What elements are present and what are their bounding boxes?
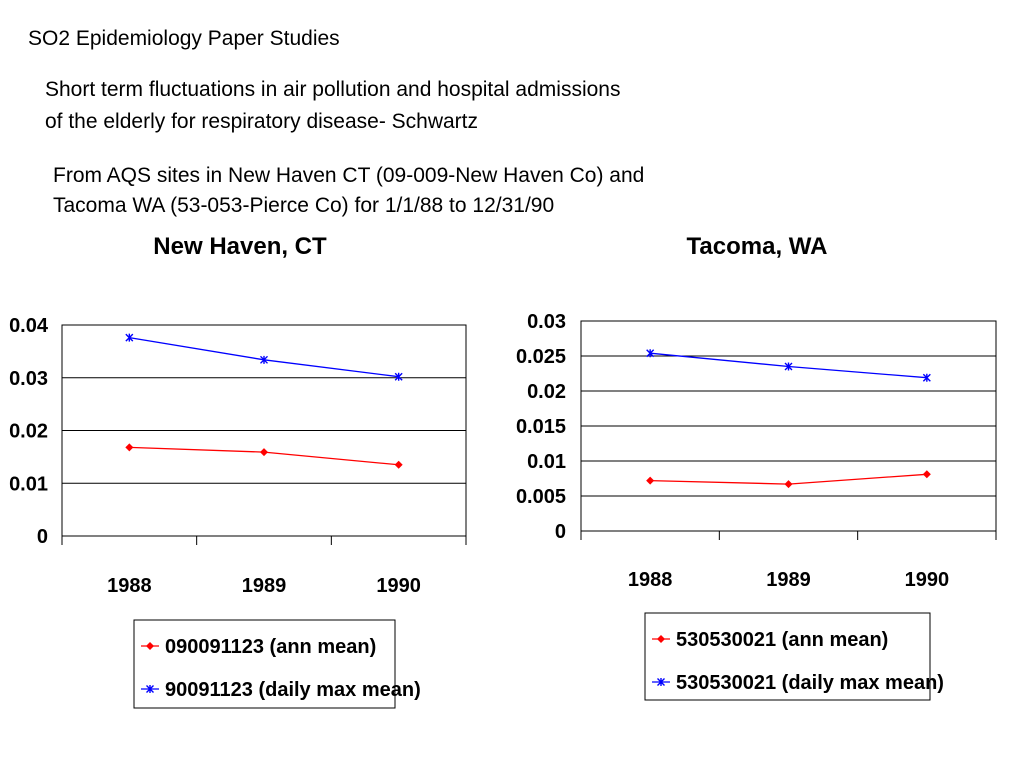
tacoma-series-1-point (646, 476, 655, 485)
new-haven-legend-label-1: 090091123 (ann mean) (165, 636, 376, 658)
new-haven-x-label: 1990 (376, 575, 421, 597)
new-haven-series-2-point (260, 355, 268, 364)
new-haven-series-2-point (394, 372, 403, 381)
new-haven-y-tick-label: 0 (37, 526, 48, 548)
tacoma-x-label: 1989 (766, 569, 811, 591)
tacoma-x-label: 1990 (905, 569, 950, 591)
new-haven-series-1-point (260, 448, 268, 457)
new-haven-series-1-point (125, 443, 134, 452)
tacoma-series-1-point (922, 470, 931, 479)
tacoma-y-tick-label: 0.005 (516, 486, 566, 508)
tacoma-legend-label-2: 530530021 (daily max mean) (676, 672, 944, 694)
tacoma-chart: Tacoma, WA 0 0.005 0.01 0.015 0.02 0.025 0.03 19… (516, 233, 997, 701)
new-haven-series-1-point (394, 460, 403, 469)
new-haven-series-2-point (125, 333, 134, 342)
new-haven-legend-marker-1 (146, 642, 154, 650)
new-haven-y-tick-label: 0.02 (9, 421, 48, 443)
tacoma-y-tick-label: 0.01 (527, 451, 566, 473)
source-line-2: Tacoma WA (53-053-Pierce Co) for 1/1/88 … (53, 194, 555, 217)
tacoma-series-1-point (784, 480, 793, 489)
tacoma-series-2-point (922, 373, 931, 382)
new-haven-chart-title: New Haven, CT (153, 233, 327, 260)
subtitle-line-2: of the elderly for respiratory disease- … (45, 110, 479, 133)
slide-title: SO2 Epidemiology Paper Studies (28, 27, 340, 50)
tacoma-x-label: 1988 (628, 569, 673, 591)
new-haven-y-tick-label: 0.03 (9, 368, 48, 390)
tacoma-y-tick-label: 0.015 (516, 416, 566, 438)
tacoma-series-2-point (646, 349, 655, 358)
new-haven-legend-label-2: 90091123 (daily max mean) (165, 679, 421, 701)
new-haven-y-tick-label: 0.01 (9, 473, 48, 495)
tacoma-y-tick-label: 0 (555, 521, 566, 543)
new-haven-legend-marker-2 (146, 685, 154, 693)
tacoma-chart-title: Tacoma, WA (687, 233, 828, 260)
tacoma-legend-marker-2 (657, 678, 665, 686)
new-haven-legend (133, 619, 396, 709)
tacoma-legend-marker-1 (657, 635, 665, 643)
tacoma-y-tick-label: 0.03 (527, 311, 566, 333)
tacoma-y-tick-label: 0.02 (527, 381, 566, 403)
subtitle-line-1: Short term fluctuations in air pollution… (45, 78, 621, 101)
source-line-1: From AQS sites in New Haven CT (09-009-N… (53, 164, 645, 187)
tacoma-legend-label-1: 530530021 (ann mean) (676, 629, 888, 651)
tacoma-series-2-point (784, 362, 793, 371)
tacoma-legend (644, 612, 931, 701)
tacoma-y-tick-label: 0.025 (516, 346, 566, 368)
new-haven-x-label: 1989 (242, 575, 287, 597)
new-haven-y-tick-label: 0.04 (9, 315, 49, 337)
new-haven-x-label: 1988 (107, 575, 152, 597)
new-haven-chart: New Haven, CT 0 0.01 0.02 0.03 0.04 1988 1989 19… (9, 233, 467, 709)
